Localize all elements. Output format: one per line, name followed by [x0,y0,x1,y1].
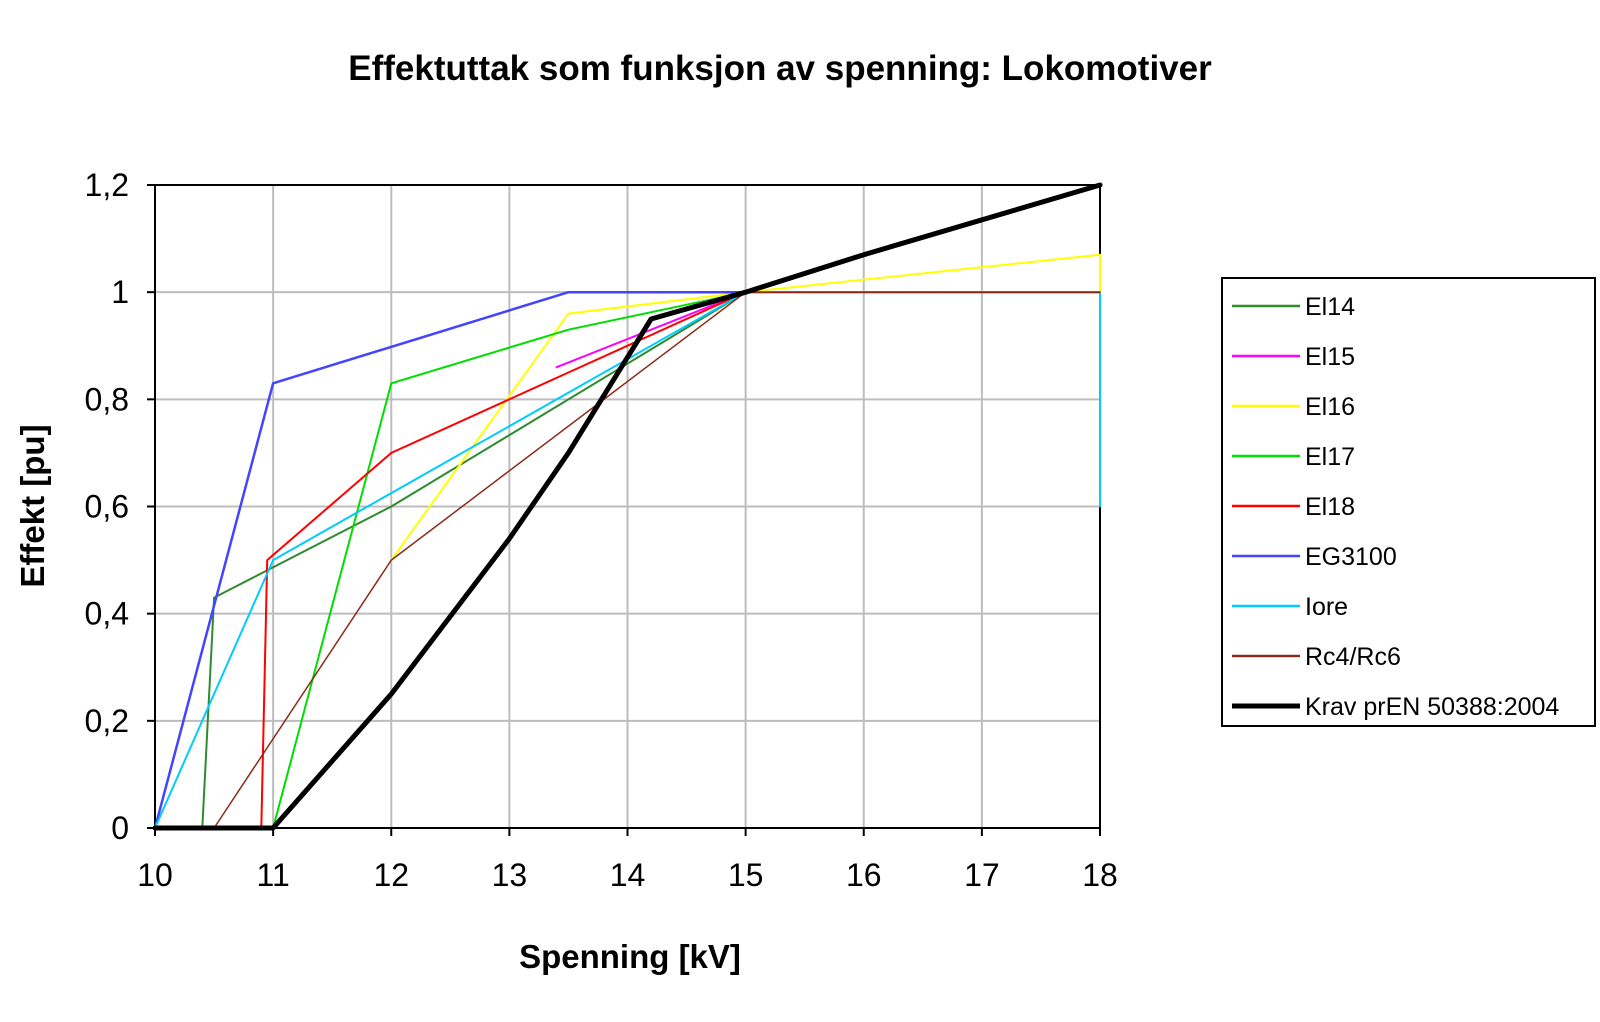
x-tick-label: 13 [492,857,528,893]
series-line-el18 [260,291,1101,829]
x-tick-label: 16 [846,857,882,893]
legend-box [1221,277,1596,727]
y-tick-label: 0 [111,810,129,846]
legend-label: El17 [1305,443,1355,471]
y-axis-title: Effekt [pu] [14,424,51,587]
x-tick-label: 12 [373,857,409,893]
y-axis-ticks: 0 0,2 0,4 0,6 0,8 1 1,2 [85,167,155,846]
grid [155,185,1100,828]
x-tick-label: 14 [610,857,646,893]
legend-label: Krav prEN 50388:2004 [1305,693,1559,721]
series-line-eg3100 [153,290,747,830]
legend-label: El18 [1305,493,1355,521]
x-tick-label: 10 [137,857,173,893]
chart-title: Effektuttak som funksjon av spenning: Lo… [348,49,1212,88]
y-tick-label: 0,6 [85,489,129,525]
series-group [152,182,1103,831]
series-line-el15 [555,291,1101,369]
x-tick-label: 15 [728,857,764,893]
y-tick-label: 0,2 [85,703,129,739]
legend-label: EG3100 [1305,543,1397,571]
legend-label: El14 [1305,293,1355,321]
series-line-krav-pren-50388-2004 [152,182,1103,831]
y-tick-label: 1,2 [85,167,129,203]
x-axis-title: Spenning [kV] [519,938,741,975]
x-tick-label: 11 [257,857,290,893]
x-tick-label: 18 [1082,857,1118,893]
y-tick-label: 0,8 [85,381,129,417]
legend-label: El16 [1305,393,1355,421]
x-tick-label: 17 [964,857,1000,893]
legend-label: Iore [1305,593,1348,621]
x-axis-ticks: 10 11 12 13 14 15 16 17 18 [137,828,1118,893]
legend-label: Rc4/Rc6 [1305,643,1401,671]
series-line-rc4-rc6 [213,291,1101,829]
y-tick-label: 0,4 [85,596,129,632]
legend: El14 El15 El16 El17 El18 EG3100 Iore Rc4/Rc6 Kra… [1221,277,1596,727]
legend-label: El15 [1305,343,1355,371]
y-tick-label: 1 [111,274,129,310]
